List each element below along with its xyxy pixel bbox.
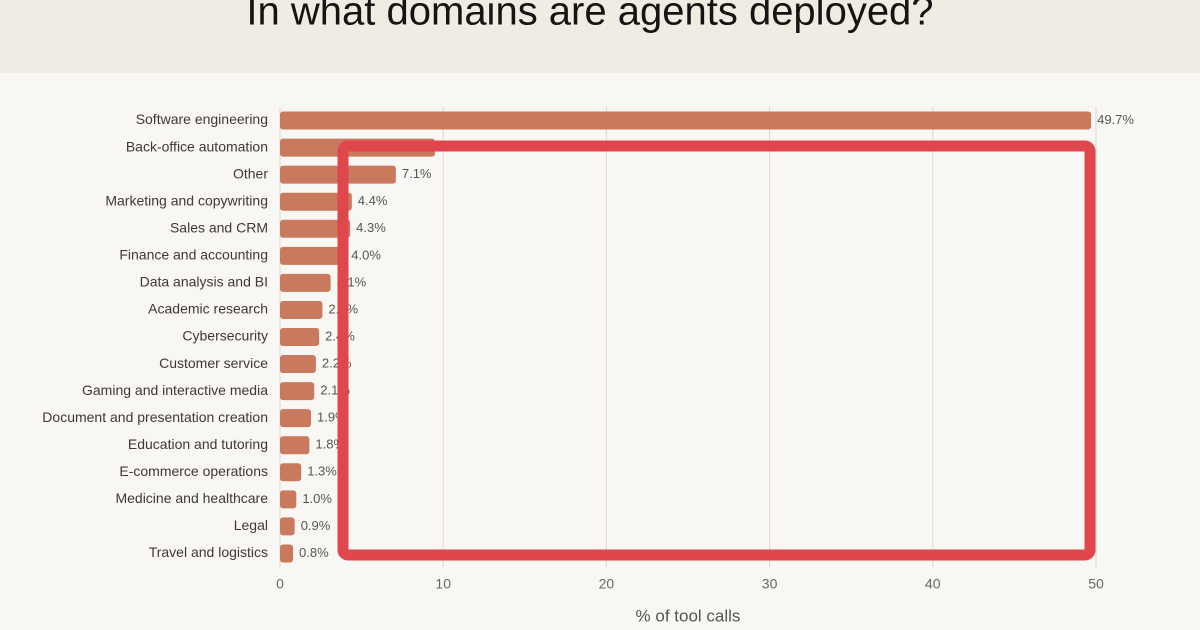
y-tick-label: Back-office automation — [126, 138, 268, 154]
x-tick-label: 20 — [599, 576, 615, 592]
value-label: 0.8% — [299, 545, 329, 560]
value-label: 7.1% — [402, 166, 432, 181]
bar — [280, 111, 1092, 130]
y-tick-label: Software engineering — [136, 111, 268, 127]
bar — [280, 544, 294, 563]
bar — [280, 328, 320, 346]
bar — [280, 246, 346, 265]
bar — [280, 409, 312, 428]
value-label: 49.7% — [1097, 112, 1134, 127]
bar — [280, 436, 310, 455]
bar — [280, 355, 316, 374]
bar — [280, 192, 352, 211]
value-label: 1.3% — [307, 464, 337, 479]
bar — [280, 219, 351, 238]
y-tick-label: Marketing and copywriting — [105, 192, 268, 208]
x-tick-label: 40 — [925, 576, 941, 592]
y-tick-label: Education and tutoring — [128, 436, 268, 452]
x-tick-label: 10 — [435, 576, 451, 592]
x-axis-title: % of tool calls — [636, 606, 741, 625]
value-label: 4.4% — [358, 193, 388, 208]
y-tick-label: Travel and logistics — [149, 544, 268, 560]
bar — [280, 463, 302, 482]
value-label: 4.0% — [351, 247, 381, 262]
bar — [280, 273, 331, 292]
value-label: 0.9% — [301, 518, 331, 533]
y-tick-label: Data analysis and BI — [140, 274, 268, 290]
header-band — [0, 0, 1200, 73]
x-tick-label: 30 — [762, 576, 778, 592]
y-tick-label: Other — [233, 165, 268, 181]
y-tick-label: Gaming and interactive media — [82, 382, 268, 398]
y-tick-label: Customer service — [159, 355, 268, 371]
highlight-box — [337, 140, 1096, 561]
x-tick-label: 50 — [1088, 576, 1104, 592]
y-tick-label: Sales and CRM — [170, 219, 268, 235]
y-tick-label: Document and presentation creation — [42, 409, 268, 425]
x-tick-label: 0 — [276, 576, 284, 592]
bar — [280, 300, 323, 319]
y-tick-label: E-commerce operations — [119, 463, 268, 479]
bar — [280, 517, 295, 536]
value-label: 1.0% — [302, 491, 332, 506]
y-tick-label: Cybersecurity — [182, 328, 268, 344]
y-tick-label: Medicine and healthcare — [115, 490, 268, 506]
y-tick-label: Academic research — [148, 301, 268, 317]
bar — [280, 382, 315, 401]
bar — [280, 490, 297, 509]
y-tick-label: Finance and accounting — [119, 247, 268, 263]
value-label: 4.3% — [356, 220, 386, 235]
chart-title: In what domains are agents deployed? — [246, 0, 933, 34]
y-tick-label: Legal — [234, 517, 268, 533]
